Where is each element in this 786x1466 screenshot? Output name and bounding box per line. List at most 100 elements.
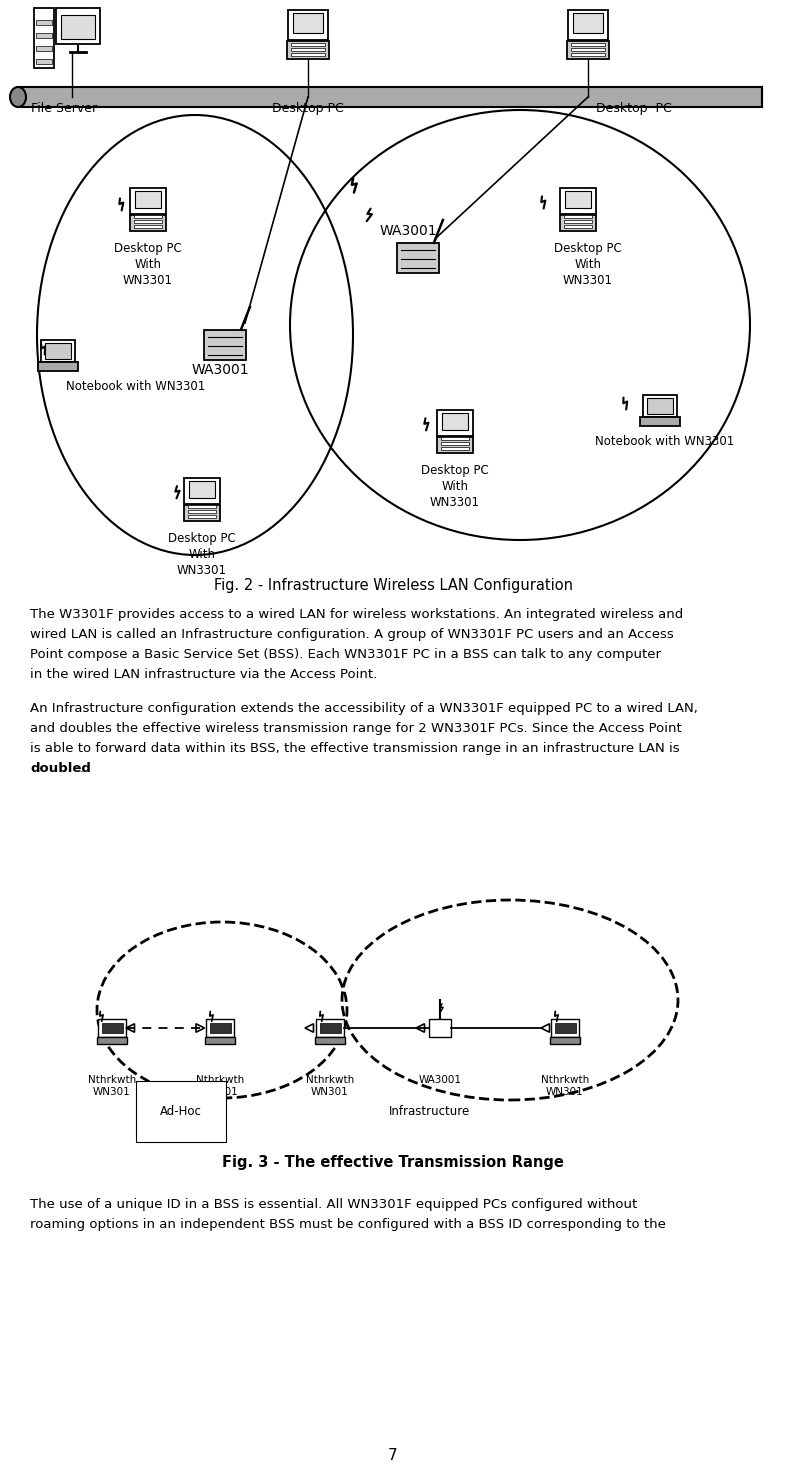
Polygon shape [305,1023,314,1032]
Text: Desktop PC: Desktop PC [272,103,344,114]
Bar [134,216,163,218]
Text: The W3301F provides access to a wired LAN for wireless workstations. An integrat: The W3301F provides access to a wired LA… [30,608,683,622]
Bar [34,7,54,67]
Text: 7: 7 [388,1448,398,1463]
Bar [564,216,593,218]
Bar [571,48,605,51]
Text: The use of a unique ID in a BSS is essential. All WN3301F equipped PCs configure: The use of a unique ID in a BSS is essen… [30,1198,637,1211]
Bar [189,481,215,498]
Text: Nthrkwth
WN301: Nthrkwth WN301 [306,1075,354,1097]
Text: Nthrkwth
WN301: Nthrkwth WN301 [88,1075,136,1097]
Bar [573,13,603,32]
Bar [436,437,473,453]
Bar [564,226,593,229]
Bar [183,506,221,522]
Text: Notebook with WN3301: Notebook with WN3301 [66,380,205,393]
Text: WA3001: WA3001 [418,1075,461,1085]
Bar [560,188,596,214]
Ellipse shape [10,86,26,107]
Bar [41,340,75,362]
Bar [134,226,163,229]
Bar [571,53,605,56]
Text: An Infrastructure configuration extends the accessibility of a WN3301F equipped : An Infrastructure configuration extends … [30,702,698,715]
Polygon shape [126,1023,134,1032]
Text: Desktop PC
With
WN3301: Desktop PC With WN3301 [114,242,182,287]
Bar [188,510,216,513]
Bar [429,1019,451,1036]
Bar [130,216,167,232]
Text: roaming options in an independent BSS must be configured with a BSS ID correspon: roaming options in an independent BSS mu… [30,1218,666,1231]
Bar [291,43,325,45]
Bar [185,478,219,504]
Bar [440,437,469,440]
Bar [643,394,677,418]
Bar [36,34,52,38]
Bar [130,188,166,214]
Text: Point compose a Basic Service Set (BSS). Each WN3301F PC in a BSS can talk to an: Point compose a Basic Service Set (BSS).… [30,648,661,661]
Bar [61,15,95,40]
Text: Desktop  PC: Desktop PC [596,103,672,114]
Bar [101,1023,123,1034]
Bar [437,410,472,437]
Text: is able to forward data within its BSS, the effective transmission range in an i: is able to forward data within its BSS, … [30,742,680,755]
Bar [549,1036,580,1044]
Text: .: . [80,762,84,776]
Bar [440,447,469,450]
Bar [206,1019,234,1036]
Text: File Server: File Server [31,103,97,114]
Text: WA3001: WA3001 [191,364,249,377]
Bar [98,1019,126,1036]
Bar [440,443,469,446]
Bar [567,41,609,59]
Bar [565,191,591,208]
Bar [316,1019,344,1036]
Bar [45,343,72,359]
Bar [314,1036,345,1044]
Polygon shape [416,1023,424,1032]
Bar [36,45,52,51]
Bar [210,1023,230,1034]
Bar [571,43,605,45]
Text: doubled: doubled [30,762,91,776]
Text: Notebook with WN3301: Notebook with WN3301 [595,435,735,449]
Bar [287,41,329,59]
Text: Ad-Hoc: Ad-Hoc [160,1105,202,1119]
Bar [204,1036,235,1044]
Bar [56,7,100,44]
Bar [568,10,608,40]
Bar [188,506,216,509]
Bar [18,86,762,107]
Bar [564,220,593,223]
Text: Desktop PC
With
WN3301: Desktop PC With WN3301 [554,242,622,287]
Text: Fig. 2 - Infrastructure Wireless LAN Configuration: Fig. 2 - Infrastructure Wireless LAN Con… [214,578,572,594]
Bar [39,362,78,371]
Text: and doubles the effective wireless transmission range for 2 WN3301F PCs. Since t: and doubles the effective wireless trans… [30,721,681,734]
Text: WA3001: WA3001 [379,224,437,237]
Bar [397,243,439,273]
Bar [442,412,468,430]
Bar [291,53,325,56]
Bar [551,1019,579,1036]
Bar [641,418,680,425]
Bar [36,59,52,65]
Text: Desktop PC
With
WN3301: Desktop PC With WN3301 [421,465,489,509]
Text: Nthrkwth
WN301: Nthrkwth WN301 [196,1075,244,1097]
Text: in the wired LAN infrastructure via the Access Point.: in the wired LAN infrastructure via the … [30,668,377,682]
Bar [135,191,161,208]
Bar [554,1023,575,1034]
Text: wired LAN is called an Infrastructure configuration. A group of WN3301F PC users: wired LAN is called an Infrastructure co… [30,627,674,641]
Bar [204,330,246,361]
Bar [36,21,52,25]
Bar [188,515,216,519]
Polygon shape [196,1023,204,1032]
Text: Desktop PC
With
WN3301: Desktop PC With WN3301 [168,532,236,578]
Bar [293,13,323,32]
Polygon shape [541,1023,549,1032]
Text: Fig. 3 - The effective Transmission Range: Fig. 3 - The effective Transmission Rang… [222,1155,564,1170]
Bar [97,1036,127,1044]
Text: Infrastructure: Infrastructure [389,1105,471,1119]
Text: Nthrkwth
WN301: Nthrkwth WN301 [541,1075,590,1097]
Bar [291,48,325,51]
Bar [560,216,597,232]
Bar [647,399,674,413]
